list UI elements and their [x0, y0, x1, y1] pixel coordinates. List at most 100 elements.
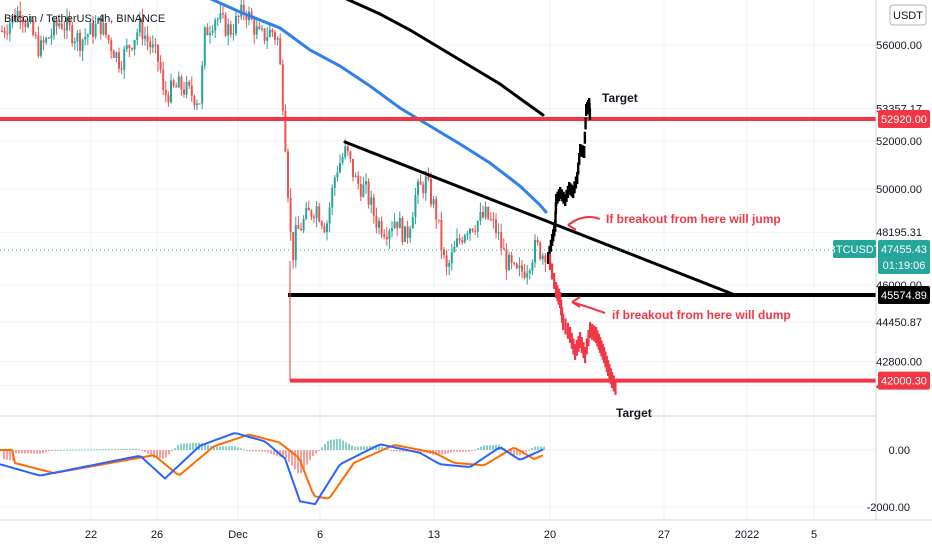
macd-hist-bar	[99, 449, 101, 451]
macd-hist-bar	[264, 450, 266, 452]
macd-hist-bar	[495, 444, 497, 450]
candle	[531, 262, 534, 271]
macd-hist-bar	[240, 448, 242, 450]
macd-hist-bar	[117, 449, 119, 451]
macd-hist-bar	[345, 442, 347, 450]
macd-hist-bar	[444, 450, 446, 454]
candle	[209, 32, 211, 36]
macd-hist-bar	[3, 450, 5, 460]
candle	[47, 37, 50, 39]
projection-up-candle	[555, 194, 558, 206]
projection-down-candle	[575, 339, 578, 356]
macd-hist-bar	[492, 445, 494, 450]
macd-lines	[0, 432, 544, 506]
macd-hist-bar	[234, 446, 236, 450]
projection-down-candle	[562, 314, 565, 330]
candle	[170, 80, 172, 103]
projection-up-candle	[572, 186, 575, 198]
macd-hist-bar	[66, 449, 68, 451]
level-tag-label: 45574.89	[881, 290, 927, 302]
level-tag-label: 52920.00	[881, 114, 927, 126]
candle	[539, 242, 542, 259]
current-price-tag: BTCUSDT 47455.43 01:19:06	[829, 239, 930, 274]
candle	[528, 270, 531, 274]
candle	[154, 44, 157, 46]
candle	[432, 199, 435, 205]
candle	[479, 212, 482, 221]
candle	[281, 64, 284, 111]
candle	[73, 41, 76, 44]
macd-hist-bar	[39, 450, 41, 454]
y-tick-label: 52000.00	[876, 136, 922, 148]
projection-up-candle	[574, 176, 578, 189]
macd-hist-bar	[165, 450, 167, 458]
candle	[94, 23, 97, 37]
candle	[430, 179, 432, 205]
current-price-box[interactable]	[878, 239, 930, 274]
candle	[359, 183, 362, 197]
candle	[76, 32, 79, 42]
y-tick-label: 56000.00	[876, 40, 922, 52]
projection-up-candle	[557, 189, 561, 202]
candle	[279, 38, 282, 65]
currency-badge[interactable]	[889, 4, 927, 26]
candle	[162, 69, 165, 91]
candle	[86, 34, 89, 37]
projection-down-candle	[608, 364, 611, 381]
macd-hist-bar	[273, 450, 275, 455]
level-tag-down-target[interactable]	[878, 371, 930, 390]
candle	[349, 151, 352, 159]
moving-averages	[209, 0, 548, 214]
drawings	[0, 117, 876, 383]
macd-hist-bar	[207, 444, 209, 450]
price-axis[interactable]: 56000.0053357.1752000.0050000.0048195.31…	[829, 0, 932, 520]
macd-hist-bar	[399, 450, 401, 452]
candle	[292, 232, 295, 261]
macd-hist-bar	[378, 445, 380, 450]
candle	[255, 26, 258, 35]
macd-hist-bar	[528, 449, 530, 451]
macd-hist-bar	[468, 450, 470, 452]
candle	[424, 176, 427, 194]
macd-line	[0, 432, 544, 506]
macd-hist-bar	[60, 449, 62, 451]
projection-down-candle	[599, 337, 602, 353]
candle	[523, 271, 526, 278]
candle	[216, 19, 219, 21]
macd-hist-bar	[258, 450, 260, 452]
price-pane[interactable]	[0, 0, 876, 395]
macd-hist-bar	[489, 445, 491, 450]
symbol-tag[interactable]	[833, 239, 876, 258]
candle	[339, 162, 341, 173]
level-tag-support[interactable]	[878, 286, 930, 304]
macd-hist-bar	[84, 449, 86, 451]
projection-up-candle	[577, 162, 580, 175]
candle	[157, 44, 159, 62]
macd-hist-bar	[36, 450, 38, 454]
time-axis[interactable]: 22 26 Dec 6 13 20 27 2022 5	[0, 519, 932, 541]
macd-hist-bar	[363, 446, 365, 450]
candle	[84, 36, 87, 40]
candle	[50, 35, 53, 39]
projection-up-candle	[578, 152, 581, 165]
candle	[463, 235, 466, 243]
triangle-upper-trendline[interactable]	[343, 140, 737, 297]
projection-down-candle	[595, 327, 598, 343]
macd-hist-bar	[249, 450, 251, 452]
level-tag-resistance[interactable]	[878, 110, 930, 128]
macd-hist-bar	[21, 450, 23, 454]
macd-hist-bar	[282, 450, 284, 457]
candle	[435, 199, 438, 220]
macd-pane[interactable]	[0, 432, 545, 506]
projection-up-candle	[556, 191, 559, 204]
candle	[19, 10, 22, 20]
candle	[219, 13, 222, 20]
macd-hist-bar	[123, 449, 125, 451]
candle	[401, 217, 404, 242]
candle	[482, 212, 484, 218]
y-tick-label: 0.00	[889, 445, 910, 457]
projection-down-candle	[611, 372, 614, 388]
macd-hist-bar	[360, 446, 362, 450]
macd-hist-bar	[243, 449, 245, 451]
